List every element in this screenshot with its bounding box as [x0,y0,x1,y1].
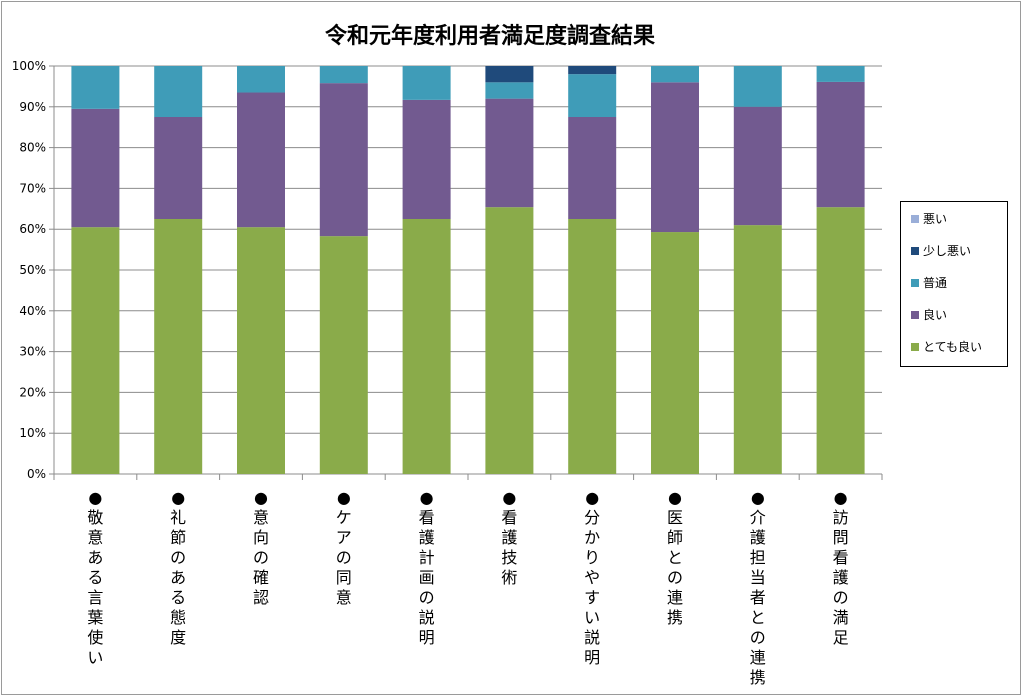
legend-item: 悪い [911,210,947,228]
y-tick-label: 30% [19,345,46,359]
bar-segment [71,66,120,109]
category-label: ●意向の確認 [252,488,269,607]
legend-item: とても良い [911,338,982,356]
legend-label: 悪い [923,212,948,226]
y-tick-label: 20% [19,385,46,399]
bar-segment [816,66,865,82]
legend-item: 良い [911,306,947,324]
bar-segment [319,83,368,237]
legend-swatch [911,247,919,255]
y-tick-label: 90% [19,100,46,114]
category-label: ●敬意ある言葉使い [87,488,104,667]
bar-segment [402,99,451,219]
chart-title: 令和元年度利用者満足度調査結果 [324,24,655,49]
y-tick-label: 80% [19,141,46,155]
y-tick-label: 60% [19,222,46,236]
bar-segment [319,66,368,84]
category-label: ●訪問看護の満足 [832,488,849,647]
bar-segment [154,117,203,219]
bar-segment [237,227,285,474]
bar-segment [568,66,617,75]
y-tick-label: 0% [27,467,46,481]
legend-swatch [911,215,919,223]
category-label: ●医師との連携 [666,488,683,627]
bar-segment [651,232,699,474]
bar-segment [154,219,203,474]
legend: 悪い少し悪い普通良いとても良い [900,201,1008,367]
bar-segment [154,66,203,117]
legend-label: 普通 [923,276,948,290]
bar-segment [733,225,782,474]
bar-segment [816,207,865,474]
bar-segment [237,66,285,93]
bar-segment [485,207,534,474]
legend-item: 少し悪い [911,242,971,260]
bar-segment [319,236,368,474]
legend-swatch [911,279,919,287]
y-tick-label: 70% [19,181,46,195]
category-label: ●ケアの同意 [335,488,352,607]
bar-segment [816,81,865,208]
bar-segment [402,219,451,474]
legend-item: 普通 [911,274,947,292]
y-tick-label: 50% [19,263,46,277]
y-tick-label: 100% [12,59,46,73]
legend-label: 良い [923,308,948,322]
category-label: ●看護計画の説明 [418,488,435,647]
legend-swatch [911,311,919,319]
bar-segment [733,106,782,226]
y-tick-label: 40% [19,304,46,318]
bar-segment [651,82,699,233]
legend-swatch [911,343,919,351]
bar-segment [568,117,617,219]
category-label: ●分かりやすい説明 [584,488,601,667]
category-label: ●看護技術 [501,488,518,587]
bar-segment [485,98,534,208]
bar-segment [733,66,782,107]
category-label: ●介護担当者との連携 [749,488,766,687]
bar-segment [71,108,120,228]
y-tick-label: 10% [19,426,46,440]
bar-segment [485,82,534,99]
bar-segment [485,66,534,83]
bar-segment [71,227,120,474]
bar-segment [651,66,699,83]
bar-segment [402,66,451,100]
bar-segment [568,219,617,474]
category-label: ●礼節のある態度 [170,488,187,647]
bar-segment [568,74,617,117]
bar-segment [237,92,285,228]
legend-label: 少し悪い [923,244,972,258]
legend-label: とても良い [923,340,983,354]
